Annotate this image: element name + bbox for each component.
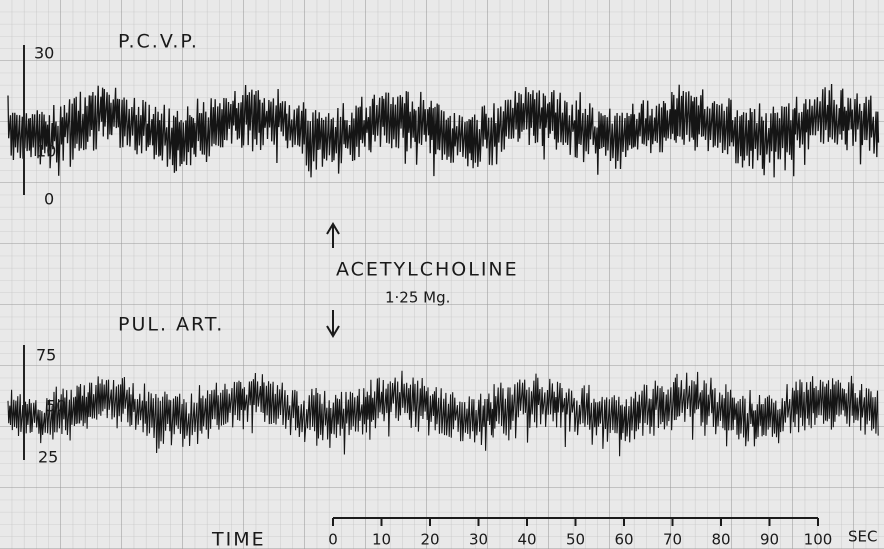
pa-trace: [7, 370, 879, 457]
scale-tick: 0: [44, 190, 54, 209]
time-tick-label: 70: [663, 531, 682, 549]
time-tick-label: 20: [420, 531, 439, 549]
time-tick-label: 0: [328, 531, 338, 549]
time-tick-label: 90: [760, 531, 779, 549]
time-tick-label: 30: [469, 531, 488, 549]
time-tick-label: 40: [517, 531, 536, 549]
trace-label: P.C.V.P.: [118, 31, 199, 53]
scale-tick: 75: [36, 346, 56, 365]
time-unit: SEC: [848, 528, 877, 546]
time-tick-label: 100: [804, 531, 833, 549]
pcvp-trace: [7, 83, 880, 178]
drug-name: ACETYLCHOLINE: [336, 259, 519, 281]
scale-tick: 25: [38, 448, 58, 467]
time-tick-label: 10: [372, 531, 391, 549]
scale-tick: 10: [36, 142, 56, 161]
trace-label: PUL. ART.: [118, 314, 224, 336]
time-tick-label: 50: [566, 531, 585, 549]
drug-dose: 1·25 Mg.: [385, 289, 450, 307]
scale-tick: 30: [34, 44, 54, 63]
time-tick-label: 60: [614, 531, 633, 549]
time-tick-label: 80: [711, 531, 730, 549]
time-ticks: 0 10 20 30 40 50 60 70 80 90 100: [328, 518, 832, 549]
traces: [7, 83, 880, 457]
time-label: TIME: [211, 529, 266, 549]
scale-tick: 50: [46, 397, 66, 416]
arrows: [326, 222, 340, 338]
